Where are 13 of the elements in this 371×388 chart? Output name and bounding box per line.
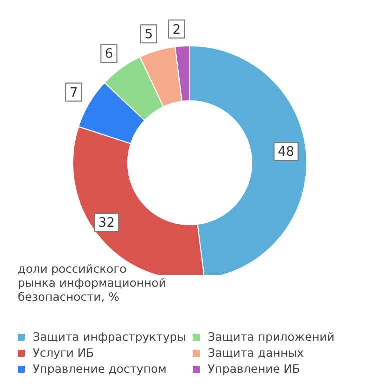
data-label: 6 [105,47,114,62]
data-label: 48 [278,145,295,160]
legend-label: Защита инфраструктуры [33,330,186,344]
text: доли российского рынка информационной безопасности, % [18,262,168,304]
data-label: 5 [144,28,154,43]
data-label: 2 [172,22,182,38]
legend-label: Защита данных [208,346,304,360]
data-label: 7 [70,86,78,101]
legend-label: Управление доступом [33,362,167,376]
data-label: 32 [98,216,116,232]
legend-label: Управление ИБ [208,362,300,376]
legend-label: Защита приложений [208,330,335,344]
legend-label: Услуги ИБ [33,346,94,360]
